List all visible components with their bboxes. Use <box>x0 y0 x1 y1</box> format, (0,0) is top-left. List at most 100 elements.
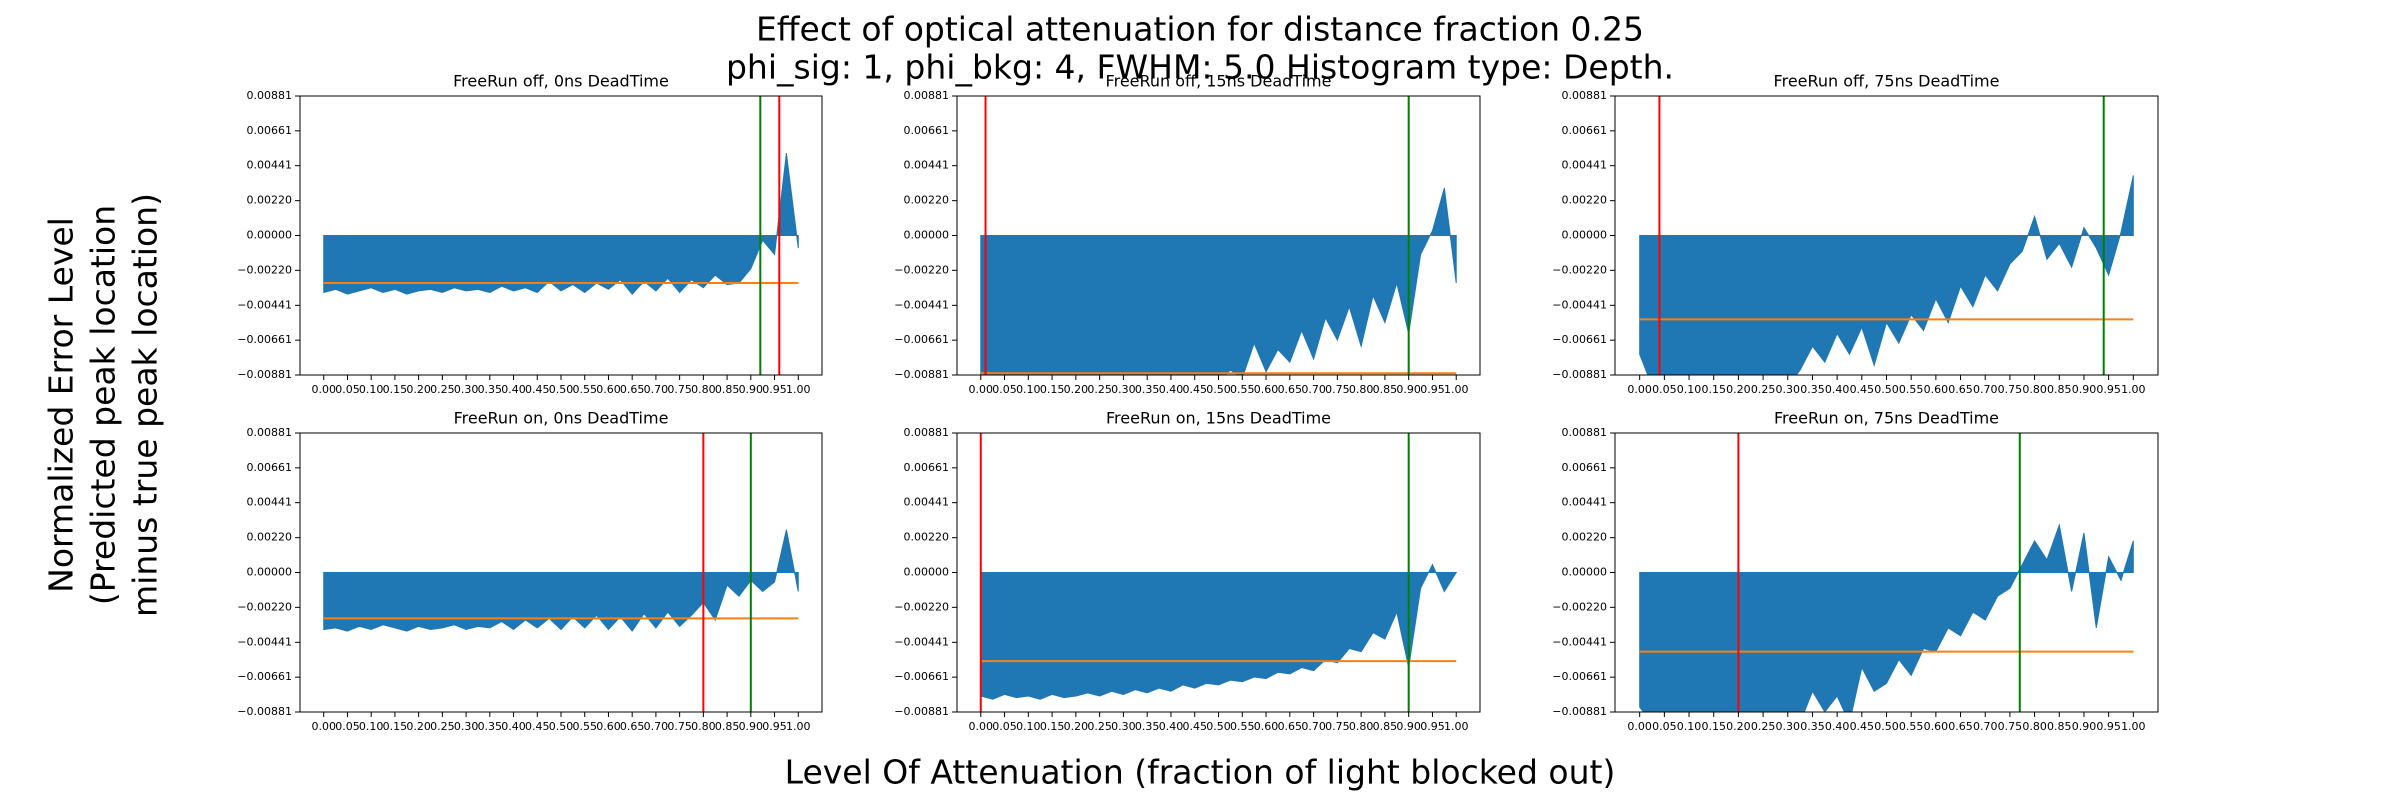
x-tick-label: 0.25 <box>430 720 455 733</box>
x-tick-label: 0.80 <box>2022 720 2047 733</box>
x-tick-label: 0.80 <box>691 383 716 396</box>
x-tick-label: 0.30 <box>454 720 479 733</box>
y-tick-label: −0.00661 <box>1552 333 1607 346</box>
x-tick-label: 1.00 <box>1444 720 1469 733</box>
y-tick-label: 0.00220 <box>247 531 293 544</box>
x-tick-label: 0.25 <box>1087 383 1112 396</box>
x-tick-label: 0.50 <box>1874 383 1899 396</box>
plot-area <box>1639 433 2134 712</box>
y-tick-label: 0.00220 <box>904 531 950 544</box>
x-tick-label: 0.35 <box>1800 383 1825 396</box>
x-tick-label: 0.35 <box>1800 720 1825 733</box>
x-tick-label: 0.00 <box>969 383 994 396</box>
x-tick-label: 0.75 <box>667 720 692 733</box>
x-tick-label: 0.75 <box>1998 383 2023 396</box>
y-tick-label: −0.00881 <box>237 705 292 718</box>
y-tick-label: −0.00881 <box>894 705 949 718</box>
x-tick-label: 0.65 <box>1948 720 1973 733</box>
x-tick-label: 0.80 <box>1349 383 1374 396</box>
axes-frame <box>956 95 1481 376</box>
y-tick-label: −0.00881 <box>237 368 292 381</box>
x-tick-label: 0.70 <box>1301 720 1326 733</box>
x-tick-label: 0.05 <box>992 383 1017 396</box>
subplot: FreeRun off, 75ns DeadTime −0.00881 −0.006… <box>1552 72 2159 396</box>
area <box>980 563 1458 700</box>
x-tick-label: 0.75 <box>1998 720 2023 733</box>
y-tick-label: 0.00000 <box>247 229 293 242</box>
y-tick-label: −0.00441 <box>894 298 949 311</box>
x-tick-label: 0.15 <box>383 383 408 396</box>
x-tick-label: 0.30 <box>1776 720 1801 733</box>
x-tick-label: 0.45 <box>1182 720 1207 733</box>
y-tick-label: 0.00881 <box>247 426 293 439</box>
x-tick-label: 0.80 <box>2022 383 2047 396</box>
y-tick-label: 0.00000 <box>904 229 950 242</box>
x-tick-label: 0.40 <box>1159 720 1184 733</box>
y-tick-label: 0.00000 <box>1562 229 1608 242</box>
y-tick-label: 0.00661 <box>247 461 293 474</box>
x-tick-label: 0.40 <box>501 720 526 733</box>
y-tick-label: −0.00220 <box>1552 600 1607 613</box>
y-tick-label: −0.00661 <box>237 670 292 683</box>
y-tick-label: −0.00881 <box>1552 368 1607 381</box>
x-tick-label: 0.85 <box>1373 720 1398 733</box>
y-tick-label: 0.00000 <box>904 566 950 579</box>
x-tick-label: 1.00 <box>2121 383 2146 396</box>
x-tick-label: 0.40 <box>1159 383 1184 396</box>
y-tick-label: 0.00661 <box>904 124 950 137</box>
x-tick-label: 0.80 <box>1349 720 1374 733</box>
y-axis-label: Normalized Error Level (Predicted peak l… <box>42 193 165 617</box>
x-tick-label: 0.30 <box>454 383 479 396</box>
area <box>1639 175 2134 375</box>
x-tick-label: 0.50 <box>1206 383 1231 396</box>
x-tick-label: 0.90 <box>2072 720 2097 733</box>
y-tick-label: 0.00441 <box>1562 496 1608 509</box>
x-tick-label: 0.35 <box>478 720 503 733</box>
plot-area <box>980 96 1457 375</box>
x-tick-label: 0.90 <box>739 720 764 733</box>
x-tick-label: 0.25 <box>1087 720 1112 733</box>
y-tick-label: −0.00220 <box>237 600 292 613</box>
x-tick-label: 0.55 <box>1899 383 1924 396</box>
subplot-title: FreeRun off, 75ns DeadTime <box>1774 72 2000 91</box>
x-tick-label: 0.65 <box>1278 383 1303 396</box>
y-tick-label: 0.00661 <box>247 124 293 137</box>
x-tick-label: 0.70 <box>644 383 669 396</box>
x-tick-label: 0.20 <box>1064 383 1089 396</box>
x-tick-label: 0.90 <box>2072 383 2097 396</box>
y-tick-label: −0.00441 <box>894 635 949 648</box>
x-tick-label: 0.90 <box>1396 383 1421 396</box>
x-tick-label: 0.05 <box>992 720 1017 733</box>
x-tick-label: 0.60 <box>1924 383 1949 396</box>
x-tick-label: 0.95 <box>2096 720 2121 733</box>
axes-frame <box>1614 432 2159 713</box>
y-tick-label: −0.00220 <box>894 600 949 613</box>
x-tick-label: 0.10 <box>359 720 384 733</box>
x-tick-label: 0.05 <box>1652 383 1677 396</box>
subplot-title: FreeRun off, 0ns DeadTime <box>453 72 669 91</box>
y-tick-label: −0.00220 <box>237 263 292 276</box>
x-tick-label: 0.50 <box>1874 720 1899 733</box>
x-tick-label: 0.30 <box>1111 720 1136 733</box>
x-tick-label: 0.60 <box>1924 720 1949 733</box>
x-tick-label: 1.00 <box>786 383 811 396</box>
y-tick-label: −0.00220 <box>1552 263 1607 276</box>
y-tick-label: 0.00441 <box>1562 159 1608 172</box>
y-tick-label: 0.00441 <box>247 496 293 509</box>
subplot-title: FreeRun on, 75ns DeadTime <box>1774 409 1999 428</box>
x-tick-label: 1.00 <box>2121 720 2146 733</box>
y-axis-label-line: (Predicted peak location <box>84 205 123 605</box>
x-tick-label: 0.50 <box>549 720 574 733</box>
y-tick-label: −0.00661 <box>1552 670 1607 683</box>
x-tick-label: 0.00 <box>311 383 336 396</box>
y-tick-label: 0.00441 <box>904 496 950 509</box>
axes-frame <box>1614 95 2159 376</box>
subplot-title: FreeRun on, 0ns DeadTime <box>454 409 669 428</box>
subplot-title: FreeRun on, 15ns DeadTime <box>1106 409 1331 428</box>
x-tick-label: 0.90 <box>1396 720 1421 733</box>
x-tick-label: 0.50 <box>1206 720 1231 733</box>
x-tick-label: 0.75 <box>1325 720 1350 733</box>
figure-title: Effect of optical attenuation for distan… <box>756 10 1644 49</box>
y-tick-label: −0.00881 <box>894 368 949 381</box>
